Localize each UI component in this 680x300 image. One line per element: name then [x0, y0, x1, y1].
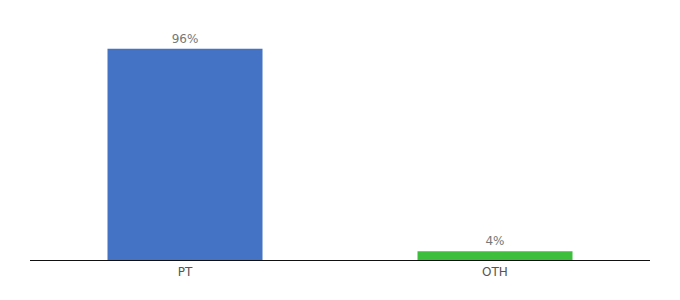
svg-text:96%: 96% — [172, 32, 199, 46]
svg-text:4%: 4% — [485, 234, 504, 248]
svg-text:OTH: OTH — [482, 265, 508, 279]
svg-text:PT: PT — [178, 265, 193, 279]
